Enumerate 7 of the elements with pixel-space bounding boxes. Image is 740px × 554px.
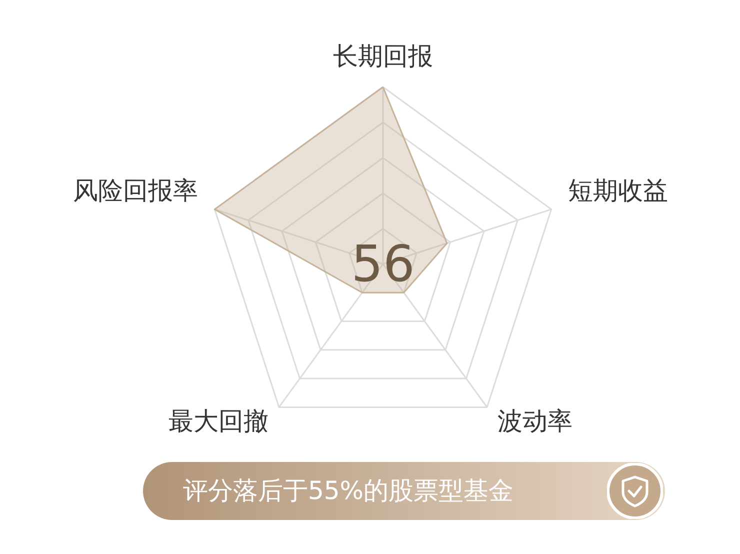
spoke-label: 长期回报	[333, 41, 433, 70]
text: 56	[351, 235, 415, 293]
spoke-label: 最大回撤	[168, 406, 269, 436]
text: 评分落后于55%的股票型基金	[143, 462, 665, 520]
spoke-label: 短期收益	[568, 176, 668, 205]
spoke-label: 风险回报率	[72, 176, 198, 205]
spoke-label: 波动率	[497, 406, 572, 436]
